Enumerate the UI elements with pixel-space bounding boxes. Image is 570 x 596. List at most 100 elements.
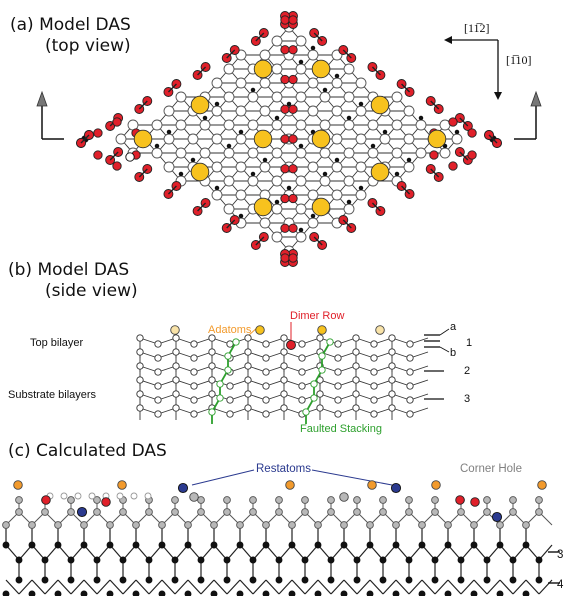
lattice-atom: [415, 147, 427, 159]
substrate-atom: [54, 541, 62, 549]
surface-atom: [189, 492, 199, 502]
side-atom: [154, 396, 162, 404]
side-atom: [352, 390, 360, 398]
lattice-atom: [151, 119, 163, 131]
side-atom: [244, 334, 252, 342]
side-atom: [406, 354, 414, 362]
lattice-atom: [295, 119, 307, 131]
lattice-atom: [403, 105, 415, 117]
surface-atom: [275, 496, 283, 504]
faulted-atom: [318, 352, 326, 360]
surface-atom: [353, 508, 361, 516]
dimer-atom: [286, 340, 296, 350]
lattice-atom: [259, 217, 271, 229]
lattice-atom: [235, 133, 247, 145]
side-atom: [136, 362, 144, 370]
lattice-atom: [439, 147, 451, 159]
lattice-atom: [331, 105, 343, 117]
substrate-atom: [301, 576, 309, 584]
stacking-site: [250, 171, 256, 177]
substrate-atom: [80, 590, 88, 596]
dimer-atom: [429, 150, 439, 160]
dimer-atom: [280, 104, 290, 114]
adatom: [427, 129, 447, 149]
surface-atom: [392, 521, 400, 529]
side-atom: [136, 348, 144, 356]
lattice-atom: [211, 133, 223, 145]
dimer-atom: [288, 104, 298, 114]
substrate-atom: [262, 541, 270, 549]
surface-atom: [379, 496, 387, 504]
substrate-atom: [132, 590, 140, 596]
bond: [70, 579, 85, 595]
side-atom: [244, 404, 252, 412]
bond: [460, 579, 475, 595]
side-atom: [352, 404, 360, 412]
dimer-bond: [80, 134, 90, 144]
substrate-atom: [223, 576, 231, 584]
lattice-atom: [295, 203, 307, 215]
lattice-atom: [355, 189, 367, 201]
dimer-atom: [448, 161, 458, 171]
substrate-atom: [28, 541, 36, 549]
stacking-site: [226, 143, 232, 149]
side-atom: [316, 334, 324, 342]
lattice-atom: [211, 105, 223, 117]
dimer-bond: [342, 49, 352, 59]
substrate-atom: [522, 541, 530, 549]
side-atom: [280, 362, 288, 370]
dimer-chain-atom: [144, 492, 152, 500]
lattice-atom: [259, 49, 271, 61]
surface-atom: [405, 496, 413, 504]
surface-atom: [340, 521, 348, 529]
faulted-atom: [310, 394, 318, 402]
lattice-atom: [355, 161, 367, 173]
side-atom: [280, 390, 288, 398]
adatom: [370, 95, 390, 115]
substrate-atom: [431, 556, 439, 564]
side-atom: [334, 354, 342, 362]
dimer-atom: [455, 495, 465, 505]
side-atom: [190, 340, 198, 348]
restatoms-label: Restatoms: [256, 463, 311, 475]
layer-markers: a b 1 2 3: [424, 321, 472, 405]
dimer-atom: [93, 150, 103, 160]
side-atom: [298, 396, 306, 404]
restatom: [177, 482, 189, 494]
substrate-atom: [418, 541, 426, 549]
surface-atom: [54, 521, 62, 529]
stacking-site: [274, 199, 280, 205]
side-atom: [406, 410, 414, 418]
bond: [330, 579, 345, 595]
adatom: [311, 59, 331, 79]
lattice-atom: [331, 77, 343, 89]
lattice-atom: [235, 77, 247, 89]
bond: [304, 579, 319, 595]
lattice-atom: [295, 175, 307, 187]
side-atom: [388, 348, 396, 356]
side-atom: [370, 382, 378, 390]
dimer-bond: [371, 202, 381, 212]
lattice-atom: [343, 91, 355, 103]
das-side-view-lattice: [136, 325, 429, 424]
substrate-atom: [210, 541, 218, 549]
dimer-chain-atom: [60, 492, 68, 500]
dimer-bond: [197, 202, 207, 212]
lattice-atom: [175, 119, 187, 131]
side-atom: [172, 390, 180, 398]
substrate-atom: [262, 590, 270, 596]
lattice-atom: [355, 105, 367, 117]
lattice-atom: [355, 133, 367, 145]
stacking-site: [286, 185, 292, 191]
substrate-atom: [483, 556, 491, 564]
bond: [174, 579, 189, 595]
layer-3-label: 3: [464, 393, 470, 405]
section-marker-left: [36, 90, 64, 140]
dimer-atom: [448, 117, 458, 127]
substrate-atom: [457, 556, 465, 564]
lattice-atom: [271, 175, 283, 187]
stacking-site: [310, 45, 316, 51]
dimer-bond: [430, 168, 440, 178]
stacking-site: [274, 115, 280, 121]
restatom: [390, 482, 402, 494]
